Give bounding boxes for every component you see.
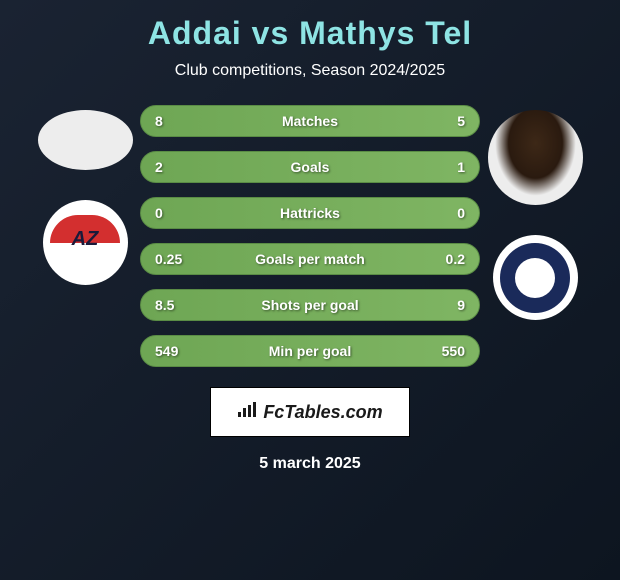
stat-label: Shots per goal	[261, 297, 358, 313]
stat-right-value: 5	[457, 113, 465, 129]
comparison-area: AZ 8 Matches 5 2 Goals 1 0 Hattricks 0 0	[10, 105, 610, 367]
stat-label: Hattricks	[280, 205, 340, 221]
spurs-logo-icon	[500, 243, 570, 313]
stat-bar-shots-per-goal: 8.5 Shots per goal 9	[140, 289, 480, 321]
stat-bar-hattricks: 0 Hattricks 0	[140, 197, 480, 229]
footer-logo: FcTables.com	[210, 387, 410, 437]
stat-bar-min-per-goal: 549 Min per goal 550	[140, 335, 480, 367]
stat-label: Goals	[291, 159, 330, 175]
stat-left-value: 0	[155, 205, 163, 221]
right-player-column	[480, 105, 590, 320]
stat-right-value: 0	[457, 205, 465, 221]
stat-left-value: 0.25	[155, 251, 182, 267]
stat-bar-matches: 8 Matches 5	[140, 105, 480, 137]
left-player-avatar	[38, 110, 133, 170]
stat-left-value: 2	[155, 159, 163, 175]
stat-bar-goals: 2 Goals 1	[140, 151, 480, 183]
stat-right-value: 1	[457, 159, 465, 175]
right-player-avatar	[488, 110, 583, 205]
stat-left-value: 8	[155, 113, 163, 129]
footer-date: 5 march 2025	[259, 455, 360, 473]
stat-left-value: 549	[155, 343, 178, 359]
az-logo-icon: AZ	[50, 215, 120, 270]
right-team-badge	[493, 235, 578, 320]
stat-label: Min per goal	[269, 343, 351, 359]
stat-bar-goals-per-match: 0.25 Goals per match 0.2	[140, 243, 480, 275]
stat-label: Goals per match	[255, 251, 365, 267]
subtitle: Club competitions, Season 2024/2025	[175, 62, 445, 80]
comparison-container: Addai vs Mathys Tel Club competitions, S…	[0, 0, 620, 580]
stat-label: Matches	[282, 113, 338, 129]
footer-logo-text: FcTables.com	[263, 402, 382, 423]
page-title: Addai vs Mathys Tel	[148, 15, 472, 52]
stat-left-value: 8.5	[155, 297, 174, 313]
stat-right-value: 9	[457, 297, 465, 313]
left-team-badge: AZ	[43, 200, 128, 285]
stat-right-value: 550	[442, 343, 465, 359]
stats-column: 8 Matches 5 2 Goals 1 0 Hattricks 0 0.25…	[140, 105, 480, 367]
chart-icon	[237, 402, 257, 423]
stat-right-value: 0.2	[446, 251, 465, 267]
left-player-column: AZ	[30, 105, 140, 285]
